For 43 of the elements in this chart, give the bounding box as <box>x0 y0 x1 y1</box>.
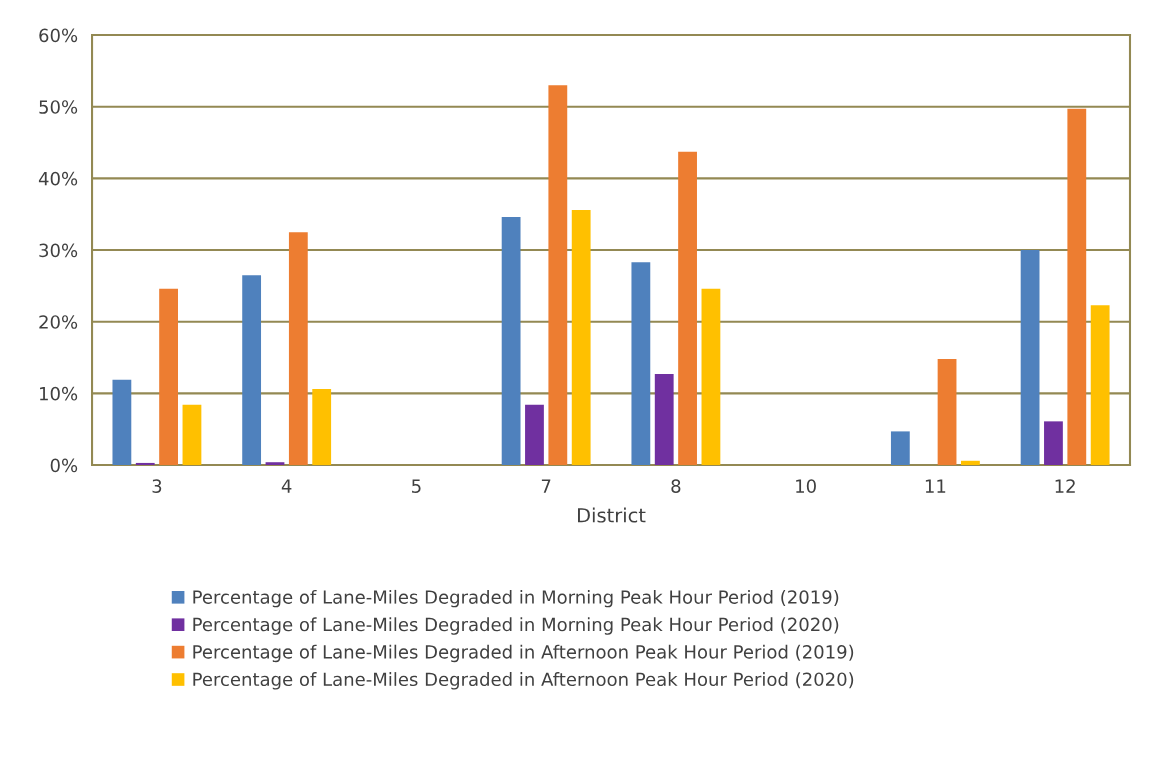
bar <box>678 151 697 466</box>
y-tick-label: 20% <box>39 315 78 329</box>
bar <box>182 404 202 466</box>
legend-label: Percentage of Lane-Miles Degraded in Morning Peak Hour Period (2019) <box>193 589 839 608</box>
bar <box>242 275 262 466</box>
x-tick-label: 8 <box>671 479 681 493</box>
bar <box>548 85 568 466</box>
bar <box>701 288 721 466</box>
y-tick-label: 10% <box>40 386 78 401</box>
legend-label: Percentage of Lane-Miles Degraded in Afternoon Peak Hour Period (2020) <box>193 672 854 690</box>
y-tick-label: 50% <box>39 100 78 114</box>
bar <box>654 374 674 466</box>
legend-label: Percentage of Lane-Miles Degraded in Morning Peak Hour Period (2020) <box>193 617 839 635</box>
bar <box>135 462 155 466</box>
legend-label: Percentage of Lane-Miles Degraded in Afternoon Peak Hour Period (2019) <box>193 644 854 663</box>
bar <box>631 262 651 466</box>
bar <box>1067 108 1087 466</box>
bar <box>1090 305 1110 466</box>
x-tick-label: 10 <box>796 479 816 493</box>
x-tick-label: 12 <box>1055 479 1075 493</box>
bar <box>159 288 178 466</box>
bar <box>501 217 521 466</box>
bar <box>1044 421 1063 466</box>
x-tick-label: 5 <box>412 479 421 493</box>
bar <box>312 389 332 466</box>
x-tick-label: 7 <box>541 479 551 493</box>
y-tick-label: 60% <box>39 28 78 43</box>
bar <box>265 462 285 466</box>
bar <box>525 404 544 466</box>
bar <box>112 379 132 466</box>
y-tick-label: 40% <box>38 171 78 186</box>
bar <box>890 431 910 466</box>
x-tick-label: 3 <box>152 479 162 493</box>
x-tick-label: 4 <box>281 479 292 493</box>
bar <box>288 232 308 466</box>
bar <box>937 359 957 466</box>
x-axis-title: District <box>578 507 646 523</box>
bar <box>961 460 980 466</box>
bar <box>571 209 591 466</box>
bar <box>1020 250 1040 466</box>
x-tick-label: 11 <box>925 479 946 493</box>
y-tick-label: 30% <box>39 243 78 258</box>
y-tick-label: 0% <box>50 458 78 473</box>
